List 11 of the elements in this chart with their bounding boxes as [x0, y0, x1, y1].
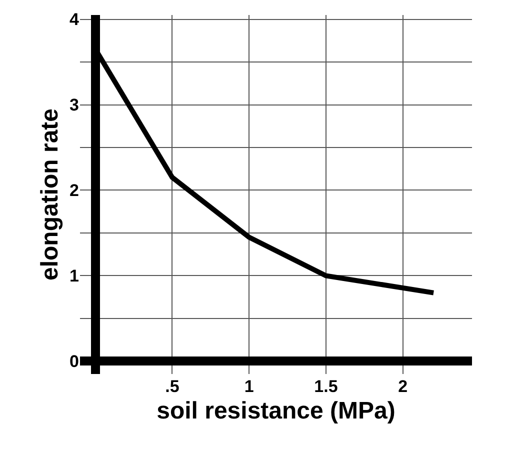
x-tick-label: 1.5 [314, 377, 338, 396]
y-axis-title: elongation rate [36, 108, 64, 281]
y-tick-label: 1 [70, 266, 79, 286]
y-tick-label: 0 [70, 352, 79, 372]
x-tick-label: 1 [244, 377, 254, 396]
y-tick-label: 3 [70, 96, 79, 115]
y-tick-label: 2 [70, 181, 79, 200]
x-tick-label: .5 [165, 377, 180, 396]
x-axis-title: soil resistance (MPa) [156, 397, 396, 424]
x-tick-label: 2 [398, 377, 408, 396]
y-tick-label: 4 [70, 10, 80, 30]
